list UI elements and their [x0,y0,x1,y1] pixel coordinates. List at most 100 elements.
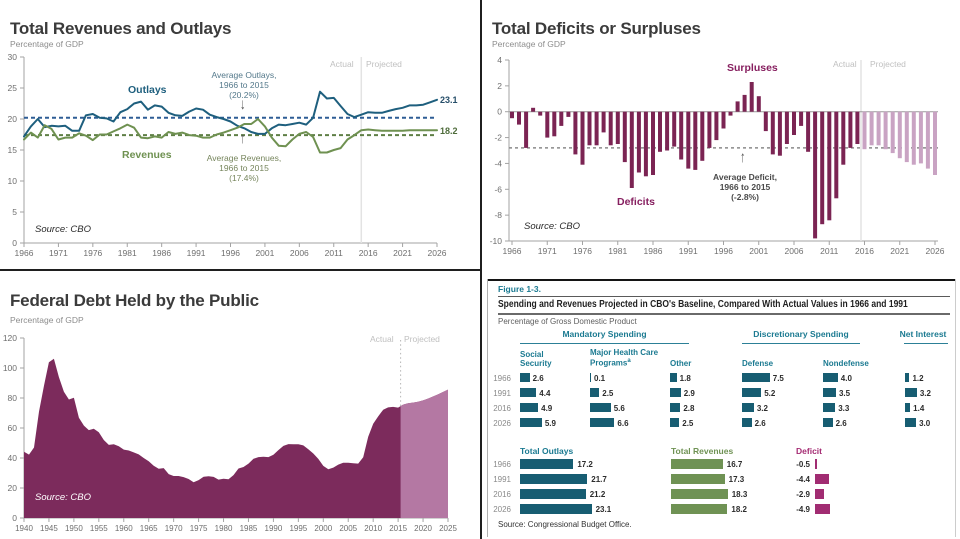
x-tick-label: 1981 [608,246,627,256]
source-note: Source: CBO [524,221,580,232]
value-bar [520,418,542,427]
deficit-bar-1998 [735,101,740,112]
value-bar [742,418,752,427]
vertical-panel-divider [480,0,482,539]
total-revenues-bar [671,459,723,469]
x-tick-label: 1991 [187,248,206,258]
debt-area-projected [400,389,448,518]
deficit-bar-2025 [925,111,930,169]
deficit-bar-2014 [848,111,853,148]
column-header-text: Other [670,359,692,368]
x-tick-label: 1980 [215,524,233,533]
x-tick-label: 2011 [325,248,344,258]
arrow-down-icon: ↓ [240,96,246,114]
projected-label: Projected [366,59,402,69]
y-tick-label: -6 [494,184,502,194]
total-revenues-header: Total Revenues [671,446,734,456]
revenues-end-value: 18.2 [440,126,458,136]
value-bar [905,418,917,427]
x-tick-label: 2021 [393,248,412,258]
column-header-text: Nondefense [823,359,869,368]
value-label: 5.2 [764,389,776,398]
deficit-bar [815,489,824,499]
row-year-label: 2016 [493,404,511,413]
value-label: 3.2 [756,404,768,413]
deficit-bar-1988 [665,111,670,151]
deficit-bar-2024 [918,111,923,164]
group-underline [904,343,948,344]
y-tick-label: 2 [497,81,502,91]
group-underline [520,343,689,344]
y-tick-label: 120 [3,333,17,343]
deficit-bar-1992 [693,111,698,170]
value-bar [590,373,591,382]
total-revenues-bar [671,474,725,484]
y-tick-label: 0 [12,513,17,523]
y-tick-label: 40 [8,453,18,463]
deficit-value: -4.4 [796,475,810,484]
x-tick-label: 1991 [679,246,698,256]
deficit-bar-2011 [827,111,832,221]
deficit-bar-1986 [651,111,655,175]
y-tick-label: 100 [3,363,17,373]
deficit-bar-1966 [510,111,514,119]
value-bar [590,418,615,427]
column-header-text: Social Security [520,350,552,368]
deficit-bar-1990 [679,111,684,160]
y-tick-label: 0 [497,107,502,117]
x-tick-label: 1950 [65,524,83,533]
series-revenues [23,118,438,154]
total-outlays-bar [520,504,592,514]
value-bar [905,388,917,397]
deficit-bar-2023 [911,111,916,165]
x-tick-label: 1981 [118,248,137,258]
x-tick-label: 2021 [890,246,909,256]
total-revenues-bar [671,489,728,499]
deficit-bar-2015 [855,111,860,144]
y-tick-label: -2 [494,133,502,143]
deficit-bar-1997 [728,111,733,116]
value-bar [742,373,770,382]
panel-title: Total Deficits or Surpluses [492,19,701,39]
deficit-bar-2016 [862,111,867,150]
total-outlays-bar [520,459,574,469]
deficit-bar-2022 [904,111,909,163]
value-label: 1.4 [913,404,925,413]
x-tick-label: 2020 [414,524,432,533]
value-bar [823,388,836,397]
row-year-label: 1991 [493,475,511,484]
value-bar [905,373,910,382]
value-label: 7.5 [772,374,784,383]
x-tick-label: 1970 [165,524,183,533]
value-label: 3.3 [838,404,850,413]
deficit-bar-2004 [777,111,782,156]
deficit-bar-2006 [792,111,796,135]
deficit-header: Deficit [796,446,822,456]
deficit-bar-2009 [813,111,818,239]
total-revenues-value: 17.3 [728,475,745,484]
deficit-bar-2019 [883,111,888,150]
horizontal-panel-divider [0,269,481,271]
deficit-bar-1987 [658,111,662,152]
x-tick-label: 1976 [573,246,592,256]
deficit-bar-1984 [636,111,641,173]
y-tick-label: -4 [494,158,502,168]
deficit-bar-2021 [897,111,902,159]
value-bar [520,403,539,412]
y-tick-label: 80 [8,393,18,403]
deficit-bar-1971 [545,111,550,138]
value-label: 2.5 [682,419,694,428]
deficit-bar-1968 [524,111,529,148]
x-tick-label: 2006 [785,246,804,256]
deficit-bar-1969 [531,107,536,112]
value-label: 2.6 [532,374,544,383]
value-label: 2.9 [683,389,695,398]
value-label: 2.5 [602,389,614,398]
x-tick-label: 1940 [15,524,33,533]
x-tick-label: 1986 [152,248,171,258]
x-tick-label: 1955 [90,524,108,533]
row-year-label: 2026 [493,419,511,428]
deficit-bar-2003 [770,111,775,155]
deficit-bar-1977 [587,111,592,146]
x-tick-label: 1996 [714,246,733,256]
